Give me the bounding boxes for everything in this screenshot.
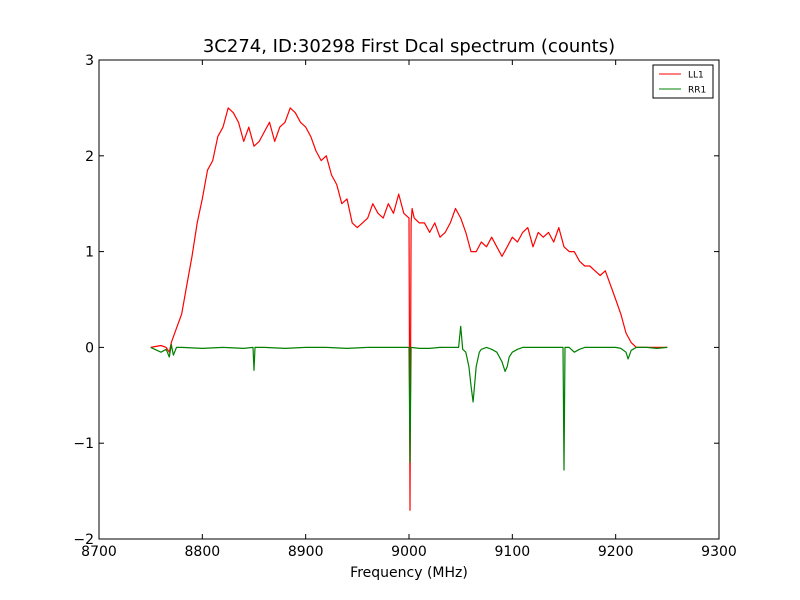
legend-label-rr1: RR1: [688, 86, 706, 96]
series-line-rr1: [150, 325, 668, 471]
series-layer: [150, 107, 668, 511]
x-axis-label: Frequency (MHz): [350, 565, 468, 581]
y-tick-label: −2: [73, 532, 94, 548]
legend-frame: [652, 64, 714, 99]
x-tick-label: 9300: [701, 544, 737, 560]
x-tick-label: 8900: [288, 544, 324, 560]
y-tick-label: 1: [85, 245, 94, 261]
tick-layer: 8700 8800 8900 9000 9100 9200 9300 −2 −1 0 1 2 3: [73, 53, 736, 560]
y-tick-label: 3: [85, 53, 94, 69]
y-tick-label: −1: [73, 436, 94, 452]
x-tick-label: 8700: [81, 544, 117, 560]
chart-title: 3C274, ID:30298 First Dcal spectrum (cou…: [203, 36, 615, 57]
legend-label-ll1: LL1: [688, 71, 704, 81]
x-tick-label: 9000: [391, 544, 427, 560]
y-tick-label: 2: [85, 149, 94, 165]
plot-area: 8700 8800 8900 9000 9100 9200 9300 −2 −1 0 1 2 3: [73, 53, 736, 560]
y-tick-label: 0: [85, 340, 94, 356]
x-tick-label: 9100: [495, 544, 531, 560]
x-tick-label: 8800: [185, 544, 221, 560]
x-tick-label: 9200: [598, 544, 634, 560]
legend: LL1 RR1: [652, 64, 714, 99]
